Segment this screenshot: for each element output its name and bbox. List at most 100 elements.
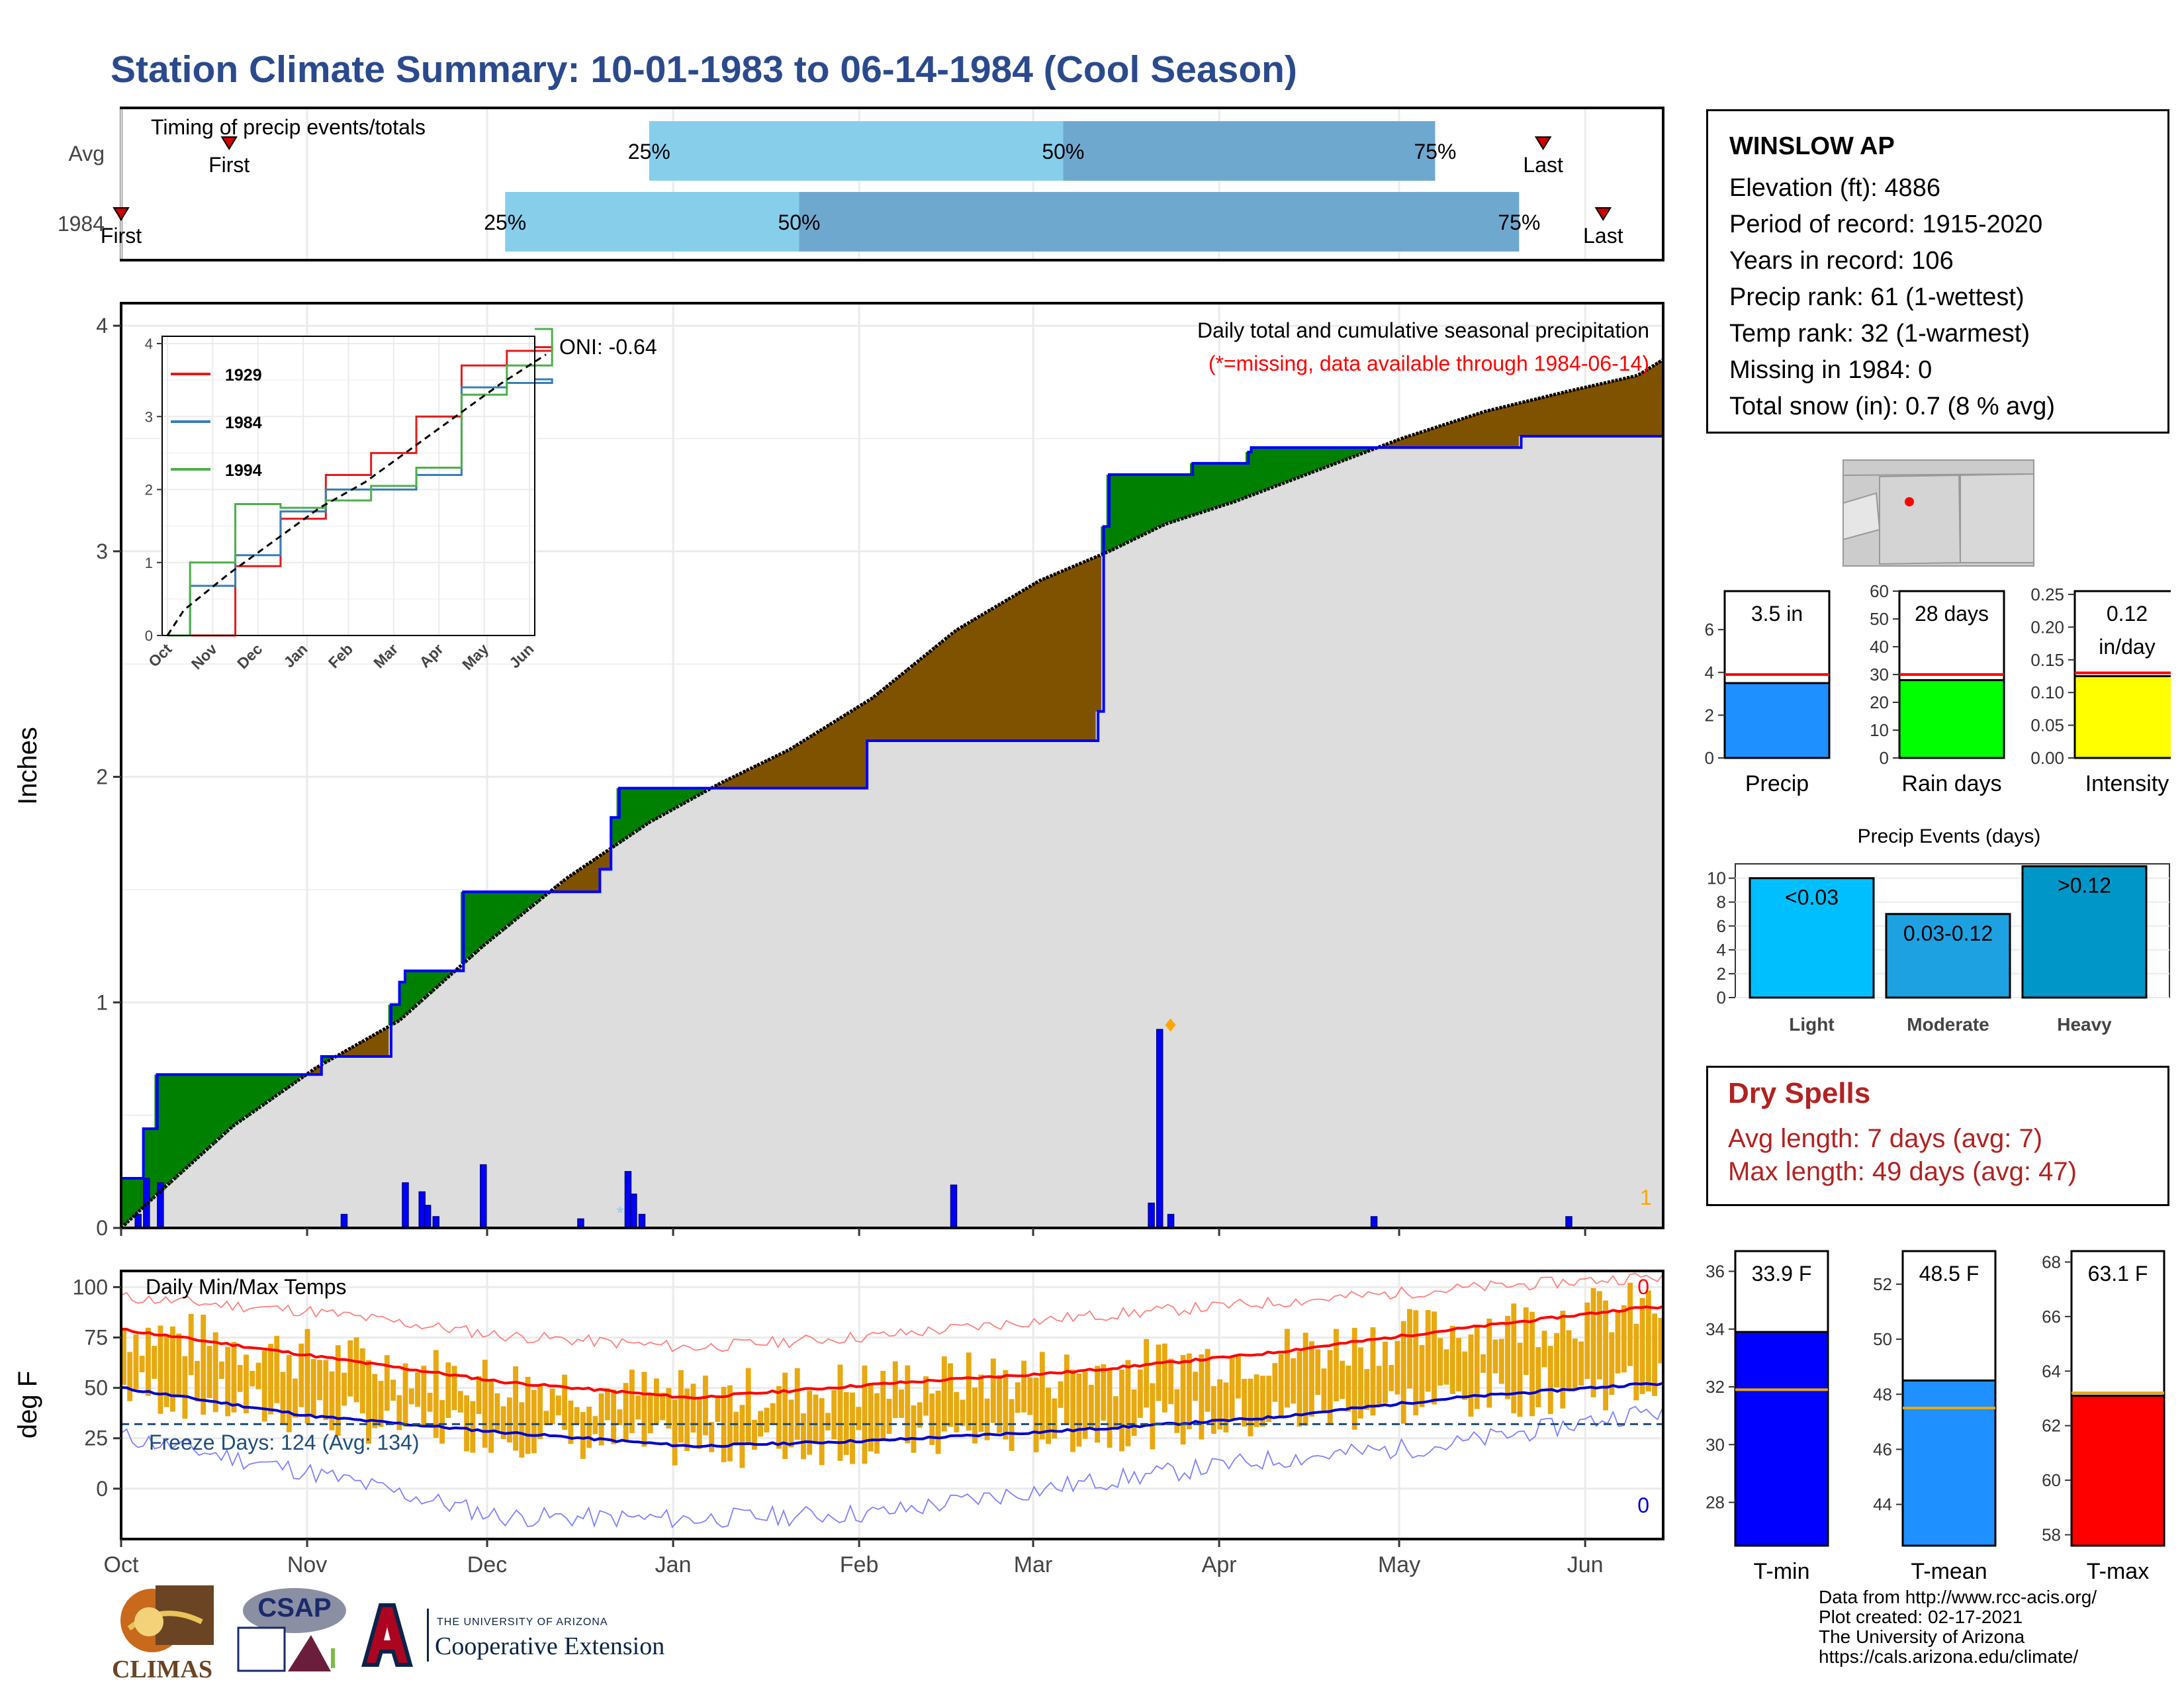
drier-than-avg-area: [1512, 404, 1519, 448]
daily-temp-bar: [623, 1383, 629, 1442]
daily-temp-bar: [850, 1392, 855, 1464]
daily-temp-bar: [1193, 1372, 1199, 1401]
daily-temp-bar: [1015, 1382, 1021, 1413]
drier-than-avg-area: [1078, 563, 1085, 741]
summary-axis-label-Rain days: Rain days: [1901, 771, 2001, 796]
drier-than-avg-area: [588, 861, 595, 892]
record-max-line: [120, 1272, 1664, 1352]
drier-than-avg-area: [900, 673, 907, 741]
wetter-than-avg-area: [527, 892, 534, 908]
wetter-than-avg-area: [121, 1178, 128, 1226]
wetter-than-avg-area: [277, 1074, 283, 1094]
daily-temp-bar: [1144, 1338, 1150, 1408]
drier-than-avg-area: [822, 727, 829, 788]
precip-ytick-label: 1: [96, 990, 108, 1014]
summary-tick-label: 30: [1706, 1434, 1725, 1454]
first-event-label: First: [208, 153, 250, 177]
drier-than-avg-area: [383, 1028, 389, 1057]
daily-temp-bar: [1480, 1354, 1486, 1373]
daily-temp-bar: [1547, 1346, 1553, 1415]
daily-temp-bar: [1223, 1382, 1229, 1432]
summary-tick-label: 50: [1873, 1329, 1892, 1349]
drier-than-avg-area: [1496, 408, 1502, 448]
daily-temp-bar: [1505, 1315, 1510, 1399]
drier-than-avg-area: [1652, 365, 1659, 437]
wetter-than-avg-area: [1240, 463, 1246, 499]
drier-than-avg-area: [577, 868, 584, 892]
drier-than-avg-area: [1089, 558, 1096, 741]
daily-temp-bar: [1358, 1347, 1363, 1419]
wetter-than-avg-area: [666, 788, 673, 812]
summary-axis-label-T-max: T-max: [2087, 1559, 2149, 1584]
wetter-than-avg-area: [182, 1074, 189, 1170]
daily-temp-bar: [1186, 1353, 1192, 1430]
daily-temp-bar: [268, 1344, 273, 1415]
wetter-than-avg-area: [499, 892, 506, 931]
wetter-than-avg-area: [1267, 447, 1274, 489]
daily-temp-bar: [335, 1345, 341, 1436]
drier-than-avg-area: [1468, 416, 1475, 448]
timing-bar-q2: [505, 192, 799, 252]
daily-temp-bar: [1217, 1379, 1223, 1430]
wetter-than-avg-area: [327, 1056, 334, 1060]
daily-temp-bar: [709, 1422, 715, 1452]
summary-tick-label: 28: [1706, 1493, 1725, 1513]
drier-than-avg-area: [1635, 375, 1641, 437]
temp-ytick-label: 100: [73, 1275, 108, 1299]
drier-than-avg-area: [371, 1034, 378, 1057]
precip-panel: * 0 1 2 3 4 Inches Daily total and cumulativ…: [13, 302, 1664, 1240]
drier-than-avg-area: [745, 770, 751, 788]
drier-than-avg-area: [944, 637, 951, 741]
coop-extension-text: Cooperative Extension: [435, 1632, 665, 1660]
drier-than-avg-area: [338, 1053, 345, 1057]
summary-bar-T-mean: [1901, 1379, 1997, 1547]
daily-precip-bar: [638, 1213, 646, 1229]
wetter-than-avg-area: [138, 1178, 144, 1210]
daily-temp-bar: [304, 1329, 310, 1424]
daily-temp-bar: [880, 1370, 886, 1441]
summary-value-T-min: 33.9 F: [1752, 1262, 1812, 1286]
temp-ytick-label: 25: [84, 1427, 108, 1450]
drier-than-avg-area: [766, 759, 773, 788]
drier-than-avg-area: [962, 625, 968, 741]
daily-temp-bar: [286, 1354, 292, 1432]
daily-temp-bar: [1492, 1339, 1498, 1374]
daily-temp-bar: [905, 1365, 911, 1444]
wetter-than-avg-area: [660, 788, 667, 815]
summary-tick-label: 40: [1870, 637, 1889, 657]
temp-panel-title: Daily Min/Max Temps: [146, 1275, 346, 1299]
daily-temp-bar: [580, 1412, 586, 1459]
summary-tick-label: 60: [1870, 581, 1889, 601]
uofa-logo: THE UNIVERSITY OF ARIZONA Cooperative Ex…: [361, 1602, 758, 1675]
wetter-than-avg-area: [1323, 447, 1330, 467]
daily-precip-bar: [630, 1194, 637, 1229]
wetter-than-avg-area: [1145, 474, 1152, 533]
precip-panel-title: Daily total and cumulative seasonal prec…: [1197, 318, 1649, 342]
drier-than-avg-area: [1011, 595, 1018, 741]
daily-temp-bar: [825, 1413, 831, 1430]
daily-temp-bar: [237, 1365, 243, 1392]
drier-than-avg-area: [1574, 389, 1580, 437]
wetter-than-avg-area: [171, 1074, 177, 1180]
daily-temp-bar: [1456, 1338, 1461, 1392]
timing-row-label-avg: Avg: [68, 142, 105, 165]
summary-tick-label: 30: [1870, 665, 1889, 684]
last-event-marker: [1534, 136, 1552, 150]
daily-temp-bar: [868, 1383, 874, 1452]
daily-precip-bar: [950, 1184, 958, 1229]
wetter-than-avg-area: [678, 788, 684, 806]
month-label-jan: Jan: [655, 1552, 692, 1577]
drier-than-avg-area: [772, 756, 779, 788]
timing-p75-label: 75%: [1414, 140, 1456, 164]
wetter-than-avg-area: [1173, 474, 1179, 521]
daily-temp-bar: [837, 1364, 843, 1461]
daily-precip-bar: [1167, 1213, 1175, 1229]
wetter-than-avg-area: [1167, 474, 1174, 523]
daily-temp-bar: [1137, 1369, 1143, 1418]
daily-temp-bar: [770, 1403, 776, 1425]
daily-temp-bar: [1383, 1341, 1388, 1403]
daily-temp-bar: [752, 1419, 757, 1450]
daily-temp-bar: [978, 1374, 984, 1432]
wetter-than-avg-area: [1151, 474, 1158, 530]
summary-tick-label: 4: [1705, 663, 1714, 682]
